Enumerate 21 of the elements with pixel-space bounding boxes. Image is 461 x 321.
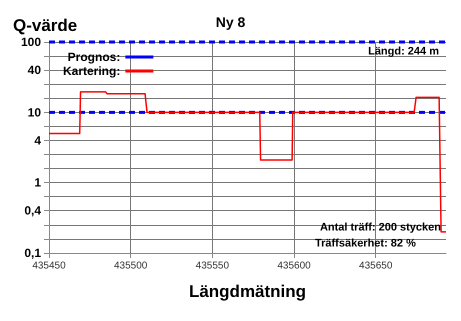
y-tick-label: 40 (28, 62, 42, 77)
chart-title: Ny 8 (216, 14, 246, 30)
x-tick-label: 435500 (114, 260, 148, 272)
x-tick-label: 435600 (277, 260, 312, 272)
y-tick-label: 0,4 (24, 204, 42, 218)
legend-label: Prognos: (68, 50, 120, 64)
line-series (48, 91, 447, 233)
y-tick-label: 4 (34, 133, 42, 148)
x-tick-label: 435650 (359, 260, 393, 272)
y-tick-label: 0,1 (24, 246, 42, 260)
x-tick-label: 435450 (32, 260, 66, 272)
annotation: Antal träff: 200 stycken (320, 222, 442, 234)
legend-label: Kartering: (62, 64, 120, 78)
y-tick-label: 10 (28, 105, 42, 120)
y-tick-label: 1 (34, 176, 42, 190)
x-axis-title: Längdmätning (188, 282, 306, 301)
annotation: Längd: 244 m (368, 46, 440, 58)
x-tick-label: 435550 (196, 260, 230, 272)
annotation: Träffsäkerhet: 82 % (315, 238, 416, 250)
y-axis-title: Q-värde (13, 16, 78, 35)
y-tick-label: 100 (20, 35, 42, 49)
